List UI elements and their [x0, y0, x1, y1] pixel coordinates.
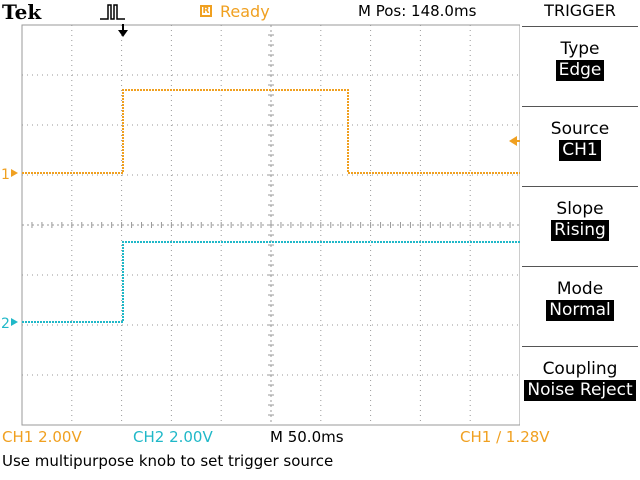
ch1-ground-marker-icon	[11, 169, 18, 177]
menu-item-label: Source	[550, 119, 610, 139]
menu-item-value: Rising	[551, 220, 609, 241]
pulse-icon	[100, 4, 125, 20]
trigger-menu: TRIGGER Type Edge Source CH1 Slope Risin…	[520, 0, 640, 410]
menu-item-mode[interactable]: Mode Normal	[522, 266, 638, 344]
ch2-waveform	[22, 241, 520, 323]
brand-logo: Tek	[2, 0, 42, 24]
ch2-scale-readout: CH2 2.00V	[133, 428, 213, 446]
menu-item-slope[interactable]: Slope Rising	[522, 186, 638, 264]
ch1-waveform	[22, 89, 520, 174]
help-message: Use multipurpose knob to set trigger sou…	[2, 452, 334, 470]
menu-item-label: Coupling	[542, 359, 618, 379]
menu-item-label: Slope	[556, 199, 604, 219]
menu-item-value: Normal	[546, 300, 614, 321]
menu-item-type[interactable]: Type Edge	[522, 26, 638, 104]
trigger-readout: CH1 ∕ 1.28V	[460, 428, 550, 446]
horizontal-position: M Pos: 148.0ms	[358, 2, 477, 20]
status-text: Ready	[220, 1, 270, 21]
menu-item-label: Type	[560, 39, 600, 59]
ready-indicator-icon: R	[200, 5, 212, 17]
menu-item-source[interactable]: Source CH1	[522, 106, 638, 184]
readout-bar: CH1 2.00V CH2 2.00V M 50.0ms CH1 ∕ 1.28V	[0, 428, 640, 450]
ch2-ground-marker-icon	[11, 318, 18, 326]
menu-item-value: CH1	[559, 140, 601, 161]
menu-item-coupling[interactable]: Coupling Noise Reject	[522, 346, 638, 424]
ch1-marker-label: 1	[1, 167, 10, 183]
ch1-scale-readout: CH1 2.00V	[2, 428, 82, 446]
graticule	[21, 24, 520, 426]
menu-item-value: Noise Reject	[524, 380, 636, 401]
timebase-readout: M 50.0ms	[270, 428, 344, 446]
trigger-level-icon	[509, 136, 517, 146]
ch2-marker-label: 2	[1, 316, 10, 332]
menu-title: TRIGGER	[544, 1, 616, 20]
status-bar: Tek R Ready M Pos: 148.0ms	[0, 0, 520, 24]
waveform-display: 1 2	[0, 22, 520, 428]
trigger-position-icon	[118, 30, 128, 37]
menu-item-label: Mode	[556, 279, 604, 299]
acquisition-status: R Ready	[200, 1, 270, 21]
menu-item-value: Edge	[555, 60, 605, 81]
